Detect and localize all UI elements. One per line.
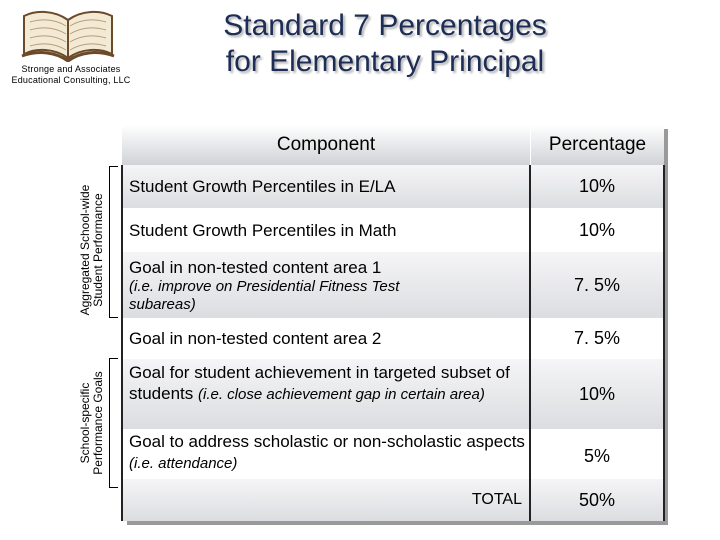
table-row-component: Goal for student achievement in targeted… — [122, 359, 530, 429]
total-label: TOTAL — [471, 491, 522, 508]
table-row-percentage: 10% — [578, 219, 616, 240]
logo-text: Stronge and Associates Educational Consu… — [11, 64, 131, 85]
group-bracket-2 — [109, 358, 118, 488]
table-border-right — [663, 165, 665, 521]
total-value: 50% — [530, 479, 664, 521]
table-row-percentage: 10% — [530, 165, 664, 208]
table-shadow-bottom — [127, 520, 668, 525]
table-row-percentage: 7. 5% — [530, 252, 664, 318]
table-row-percentage: 5% — [583, 445, 610, 466]
total-row-label-cell: TOTAL — [122, 479, 530, 521]
table-row-component: Goal in non-tested content area 2 — [129, 329, 382, 348]
title-line-2: for Elementary Principal — [225, 45, 545, 78]
table-row-component: Student Growth Percentiles in E/LA — [122, 165, 530, 208]
table-shadow-right — [663, 129, 668, 525]
header-component: Component — [122, 125, 530, 165]
table-row-component: Goal to address scholastic or non-schola… — [129, 432, 525, 472]
open-book-icon — [21, 10, 115, 62]
table-row-percentage: 10% — [530, 359, 664, 429]
company-logo: Stronge and Associates Educational Consu… — [6, 6, 130, 98]
side-label-group-2: School-specific Performance Goals — [78, 371, 105, 475]
group-bracket-1 — [109, 166, 118, 318]
table-border-left — [121, 165, 123, 521]
page-title: Standard 7 Percentages for Elementary Pr… — [150, 8, 620, 80]
header-percentage: Percentage — [530, 125, 664, 165]
side-label-group-1: Aggregated School-wide Student Performan… — [78, 184, 105, 316]
table-row-percentage: 7. 5% — [573, 328, 621, 348]
table-row-component: Goal in non-tested content area 1 (i.e. … — [122, 252, 530, 318]
table-border-mid — [529, 165, 531, 521]
table-row-component: Student Growth Percentiles in Math — [129, 220, 397, 240]
title-line-1: Standard 7 Percentages — [223, 9, 547, 42]
